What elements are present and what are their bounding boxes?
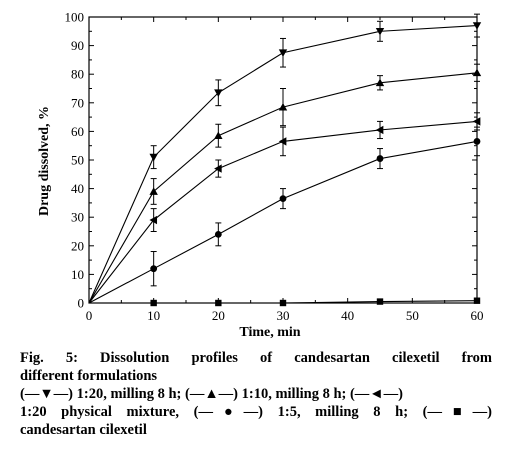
y-tick-label: 0 [78,296,85,311]
data-point [149,187,158,195]
x-tick-label: 30 [277,308,290,323]
series-line [88,72,478,304]
dissolution-chart: 0 10 20 30 40 50 60 0 10 20 30 40 50 60 70 80 90 100 Time… [37,10,484,341]
y-axis-label: Drug dissolved, % [37,106,52,216]
y-tick-label: 50 [71,153,84,168]
x-tick-label: 0 [86,308,93,323]
data-point [214,89,223,97]
y-tick-label: 10 [71,267,84,282]
y-tick-label: 30 [71,210,84,225]
x-axis-label: Time, min [239,325,300,340]
axes: 0 10 20 30 40 50 60 0 10 20 30 40 50 60 70 80 90 100 [65,10,484,324]
data-point [376,155,384,162]
y-tick-label: 60 [71,124,84,139]
y-tick-label: 90 [71,38,84,53]
caption-line-3: (—▼—) 1:20, milling 8 h; (—▲—) 1:10, mil… [20,386,403,402]
y-tick-label: 70 [71,95,84,110]
caption-line-2: different formulations [20,368,158,384]
series-line [88,140,478,304]
data-point [150,265,158,273]
series-layer [88,13,482,307]
caption-line-1: Fig. 5: Dissolution profiles of candesar… [20,350,492,366]
series-2-triangle-up [88,63,482,304]
data-point [472,22,482,30]
data-point [375,125,384,135]
y-tick-label: 20 [71,238,84,253]
y-tick-label: 80 [71,67,84,82]
series-line [89,300,478,304]
data-point [149,153,158,162]
data-point [149,215,158,225]
series-4-circle [88,126,481,304]
x-tick-label: 10 [147,308,160,323]
caption-line-5: candesartan cilexetil [20,422,147,438]
series-3-triangle-left [88,112,481,304]
data-point [375,78,385,87]
y-tick-label: 100 [65,10,85,25]
data-point [150,299,157,307]
series-line [88,25,478,304]
data-point [214,230,222,238]
data-point [279,299,287,307]
series-5-square [89,297,481,307]
x-tick-label: 50 [406,308,419,323]
data-point [278,137,287,146]
data-point [472,68,482,77]
caption-line-4: 1:20 physical mixture, (—●—) 1:5, millin… [20,404,492,420]
x-tick-label: 60 [471,308,484,323]
data-point [214,131,223,140]
data-point [473,138,481,145]
data-point [278,49,288,57]
data-point [215,299,222,307]
data-point [278,102,288,111]
data-point [375,27,385,36]
series-1-triangle-down [88,13,482,304]
data-point [376,298,384,305]
data-point [472,117,481,126]
series-line [88,120,478,304]
y-tick-label: 40 [71,181,84,196]
x-tick-label: 40 [341,308,354,323]
data-point [279,195,287,203]
x-tick-label: 20 [212,308,225,323]
data-point [473,297,481,304]
figure-caption: Fig. 5: Dissolution profiles of candesar… [20,349,492,439]
data-point [214,164,222,173]
